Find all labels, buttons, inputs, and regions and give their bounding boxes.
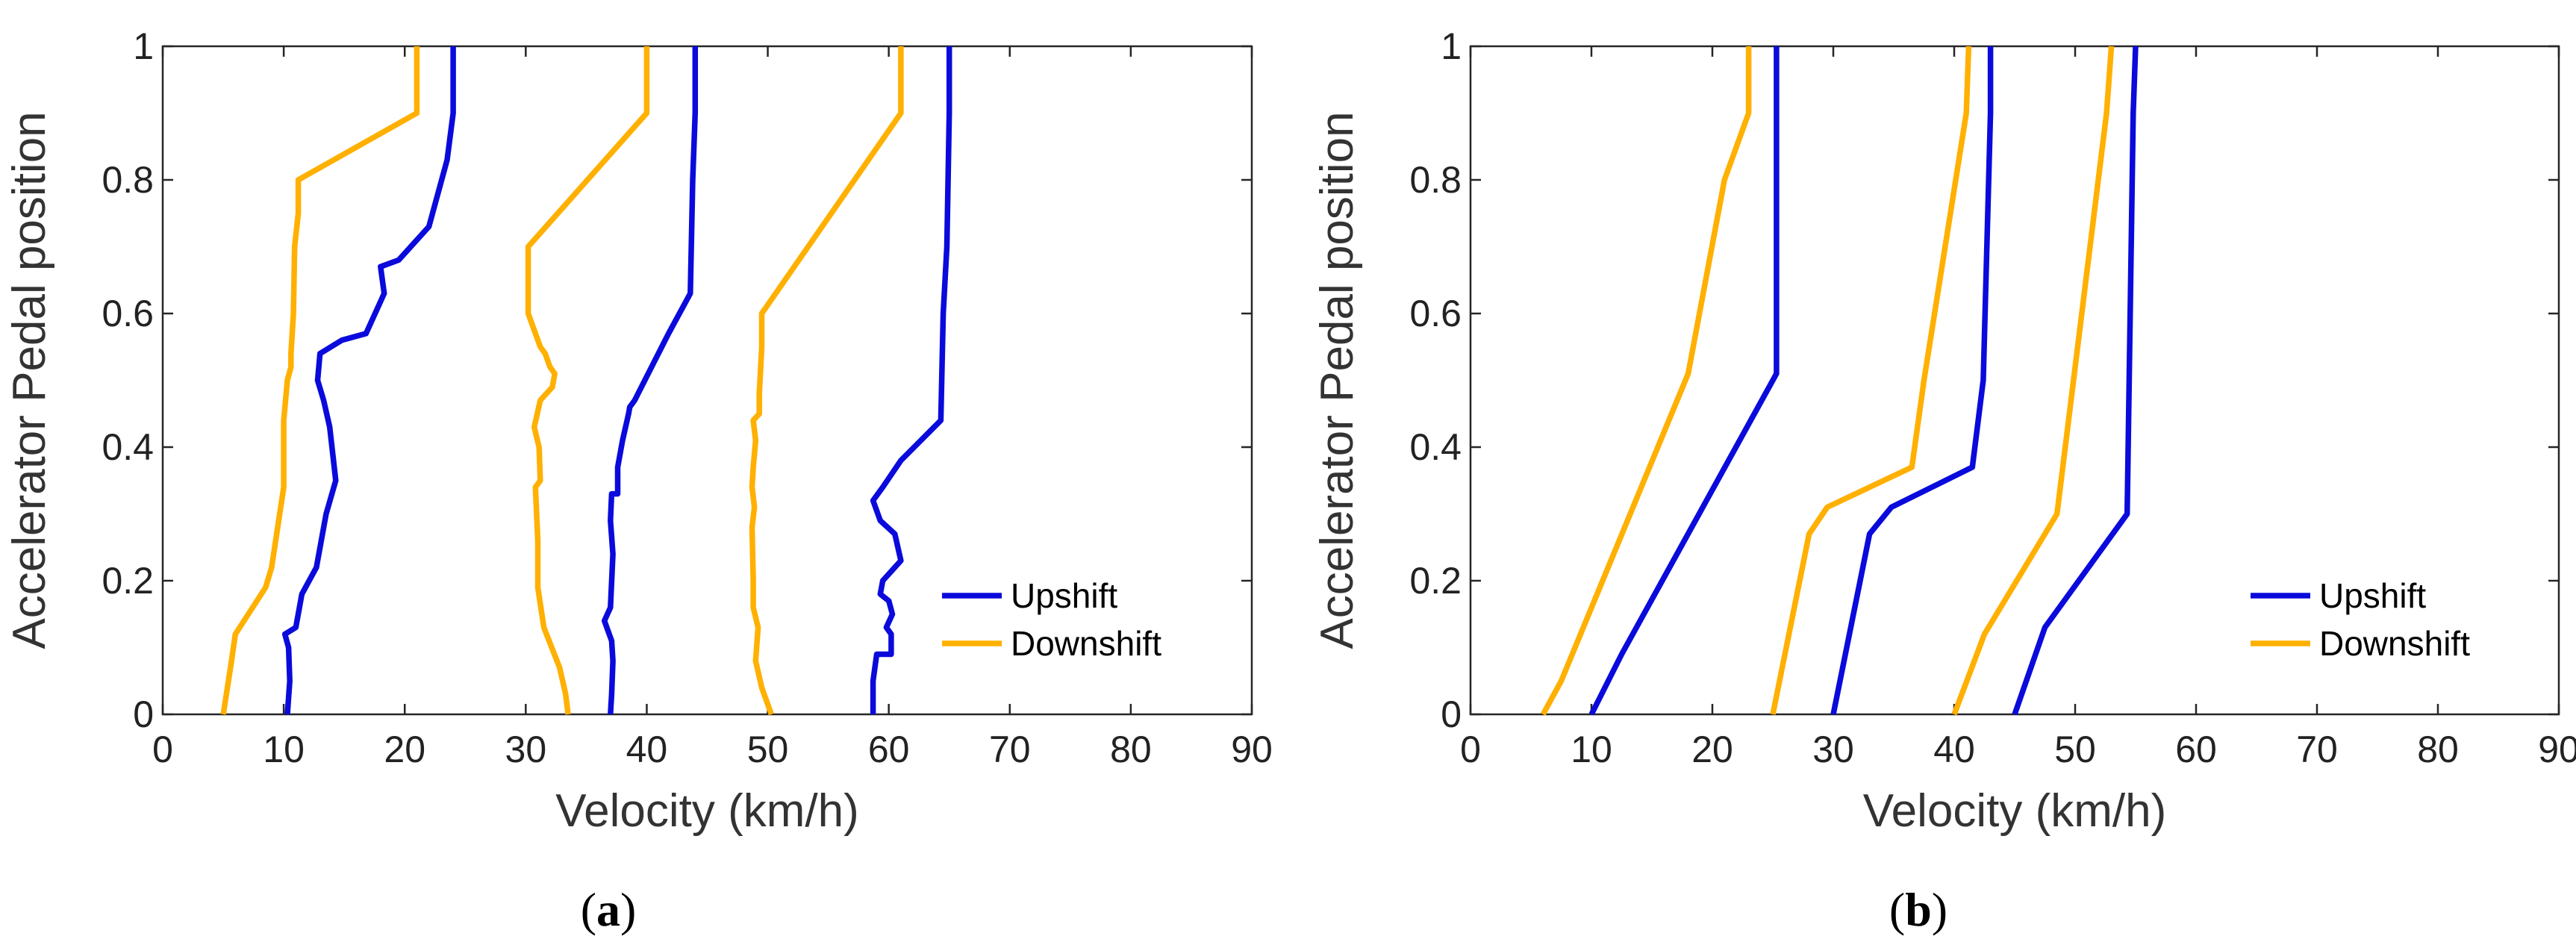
x-axis-label: Velocity (km/h) <box>1863 785 2167 837</box>
legend-label-downshift: Downshift <box>2319 624 2470 663</box>
series-line-downshift <box>1951 46 2115 716</box>
x-tick-label: 40 <box>1933 729 1975 770</box>
x-tick-label: 60 <box>2175 729 2217 770</box>
legend-label-upshift: Upshift <box>2319 576 2426 615</box>
panel-label: (b) <box>1889 883 1947 936</box>
x-tick-label: 10 <box>263 729 305 770</box>
legend: Upshift Downshift <box>942 576 1161 663</box>
y-tick-label: 1 <box>1441 25 1462 67</box>
x-tick-label: 50 <box>747 729 789 770</box>
series-line-upshift <box>1588 46 1780 716</box>
panel-label-open-paren: ( <box>581 883 596 936</box>
chart-panel-a: 0 10 20 30 40 50 60 70 80 90 0 0.2 0.4 0.6 0.8 1 Velocit… <box>4 25 1273 936</box>
x-tick-label: 60 <box>868 729 910 770</box>
y-tick-label: 0 <box>1441 693 1462 735</box>
series-line-upshift <box>870 46 952 714</box>
x-tick-label: 70 <box>2296 729 2338 770</box>
x-tick-label: 90 <box>1231 729 1273 770</box>
x-tick-label: 20 <box>1691 729 1733 770</box>
x-tick-label: 50 <box>2054 729 2096 770</box>
panel-label-letter: b <box>1905 883 1932 936</box>
y-tick-label: 0.4 <box>1409 426 1462 468</box>
x-tick-label: 90 <box>2538 729 2576 770</box>
series-line-downshift <box>1540 46 1752 716</box>
panel-label-letter: a <box>596 883 620 936</box>
y-tick-label: 0.8 <box>102 159 154 201</box>
y-axis-label: Accelerator Pedal position <box>4 111 55 649</box>
x-tick-label: 10 <box>1571 729 1612 770</box>
x-tick-label: 80 <box>1110 729 1152 770</box>
y-tick-label: 0.6 <box>1409 293 1462 334</box>
x-tick-label: 0 <box>1460 729 1481 770</box>
x-axis-label: Velocity (km/h) <box>555 785 859 837</box>
y-tick-label: 0 <box>133 693 154 735</box>
y-tick-label: 0.6 <box>102 293 154 334</box>
series-line-upshift <box>601 46 699 715</box>
y-tick-label: 0.2 <box>1409 560 1462 602</box>
panel-label-close-paren: ) <box>620 883 636 936</box>
x-tick-label: 0 <box>152 729 173 770</box>
x-tick-label: 80 <box>2417 729 2459 770</box>
series-line-downshift <box>220 46 420 715</box>
x-tick-label: 30 <box>1812 729 1854 770</box>
axes-box <box>161 45 1253 716</box>
panel-label: (a) <box>581 883 637 936</box>
series-line-downshift <box>749 46 904 716</box>
series-line-upshift <box>281 46 456 715</box>
series-line-downshift <box>1770 46 1972 715</box>
y-tick-label: 0.4 <box>102 426 154 468</box>
series-line-upshift <box>2012 46 2139 716</box>
y-tick-label: 1 <box>133 25 154 67</box>
y-axis-label: Accelerator Pedal position <box>1312 111 1363 649</box>
y-tick-label: 0.8 <box>1409 159 1462 201</box>
chart-panel-b: 0 10 20 30 40 50 60 70 80 90 0 0.2 0.4 0.6 0.8 1 Velocit… <box>1312 25 2576 936</box>
x-tick-label: 70 <box>989 729 1031 770</box>
series-line-downshift <box>525 46 650 715</box>
y-tick-label: 0.2 <box>102 560 154 602</box>
legend: Upshift Downshift <box>2251 576 2470 663</box>
x-tick-label: 40 <box>626 729 668 770</box>
panel-label-open-paren: ( <box>1889 883 1905 936</box>
legend-label-upshift: Upshift <box>1011 576 1117 615</box>
series-line-upshift <box>1830 46 1994 715</box>
legend-label-downshift: Downshift <box>1011 624 1161 663</box>
x-tick-label: 30 <box>505 729 547 770</box>
x-tick-label: 20 <box>384 729 425 770</box>
panel-label-close-paren: ) <box>1932 883 1947 936</box>
